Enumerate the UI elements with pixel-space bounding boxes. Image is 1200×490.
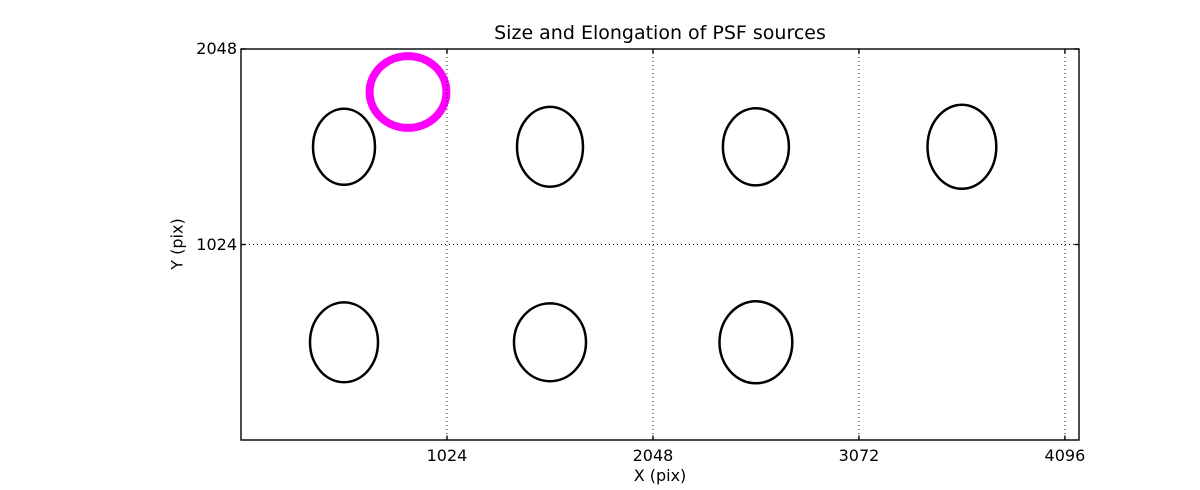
psf-ellipse: [308, 301, 380, 384]
x-axis-label: X (pix): [633, 466, 687, 485]
x-tick-label-3072: 3072: [838, 446, 880, 465]
x-tick-label-4096: 4096: [1044, 446, 1086, 465]
psf-ellipse: [311, 107, 377, 187]
chart-title: Size and Elongation of PSF sources: [494, 22, 826, 44]
psf-ellipse: [515, 105, 585, 188]
psf-ellipse: [718, 300, 794, 385]
psf-ellipse: [512, 302, 588, 383]
psf-ellipse: [721, 106, 791, 187]
x-tick-label-1024: 1024: [426, 446, 468, 465]
x-tick-label-2048: 2048: [632, 446, 674, 465]
highlight-ellipse: [365, 52, 451, 132]
y-tick-label-1024: 1024: [196, 234, 237, 254]
psf-ellipse: [926, 103, 998, 191]
y-tick-label-2048: 2048: [196, 39, 237, 58]
